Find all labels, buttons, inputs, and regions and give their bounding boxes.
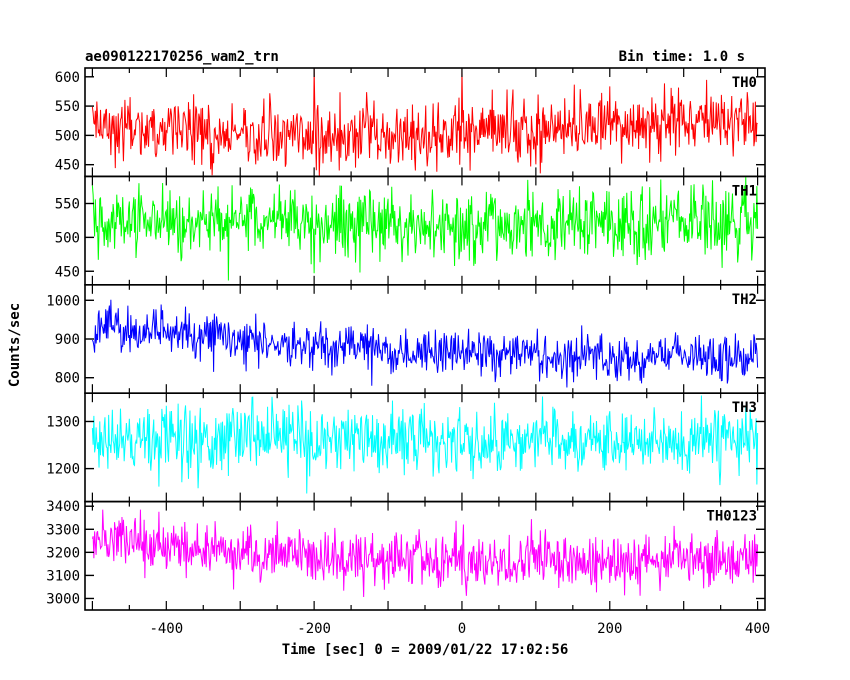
panel-label: TH0123 <box>706 509 757 525</box>
panel-label: TH2 <box>732 292 757 308</box>
series-line-th1 <box>91 176 759 281</box>
y-tick-label: 500 <box>55 128 80 144</box>
y-tick-label: 600 <box>55 70 80 86</box>
x-tick-label: 0 <box>458 621 466 637</box>
x-tick-label: 200 <box>597 621 622 637</box>
y-tick-label: 3400 <box>46 499 80 515</box>
panel-th0: 450 500 550 600 TH0 <box>55 67 766 178</box>
panel-th2: 800 900 1000 TH2 <box>46 283 766 394</box>
series-line-th0 <box>91 67 758 177</box>
panel-label: TH0 <box>732 75 757 91</box>
y-tick-label: 450 <box>55 264 80 280</box>
y-tick-label: 1300 <box>46 414 80 430</box>
y-tick-label: 3000 <box>46 591 80 607</box>
panel-label: TH3 <box>732 400 757 416</box>
panels-group: 450 500 550 600 TH0 450 500 550 TH1 800 900 1000 TH2… <box>46 67 770 637</box>
y-tick-label: 550 <box>55 197 80 213</box>
y-tick-label: 500 <box>55 230 80 246</box>
y-tick-label: 1200 <box>46 462 80 478</box>
y-tick-label: 3100 <box>46 568 80 584</box>
plot-title: ae090122170256_wam2_trn <box>85 49 279 65</box>
series-line-th2 <box>91 299 759 388</box>
panel-th0123: 3000 3100 3200 3300 3400 TH0123 <box>46 499 766 611</box>
x-tick-label: -200 <box>297 621 331 637</box>
series-line-th3 <box>91 395 759 494</box>
y-tick-label: 3300 <box>46 522 80 538</box>
y-tick-label: 900 <box>55 332 80 348</box>
panel-th1: 450 500 550 TH1 <box>55 175 766 286</box>
y-axis-label: Counts/sec <box>7 303 23 387</box>
panel-th3: 1200 1300 TH3 <box>46 392 766 503</box>
x-axis-label: Time [sec] 0 = 2009/01/22 17:02:56 <box>282 642 569 658</box>
x-tick-label: -400 <box>149 621 183 637</box>
y-tick-label: 3200 <box>46 545 80 561</box>
x-tick-label: 400 <box>745 621 770 637</box>
panel-label: TH1 <box>732 183 757 199</box>
y-tick-label: 1000 <box>46 293 80 309</box>
y-tick-label: 800 <box>55 371 80 387</box>
series-line-th0123 <box>91 509 759 597</box>
y-tick-label: 550 <box>55 99 80 115</box>
bin-time-label: Bin time: 1.0 s <box>619 49 745 65</box>
y-tick-label: 450 <box>55 158 80 174</box>
